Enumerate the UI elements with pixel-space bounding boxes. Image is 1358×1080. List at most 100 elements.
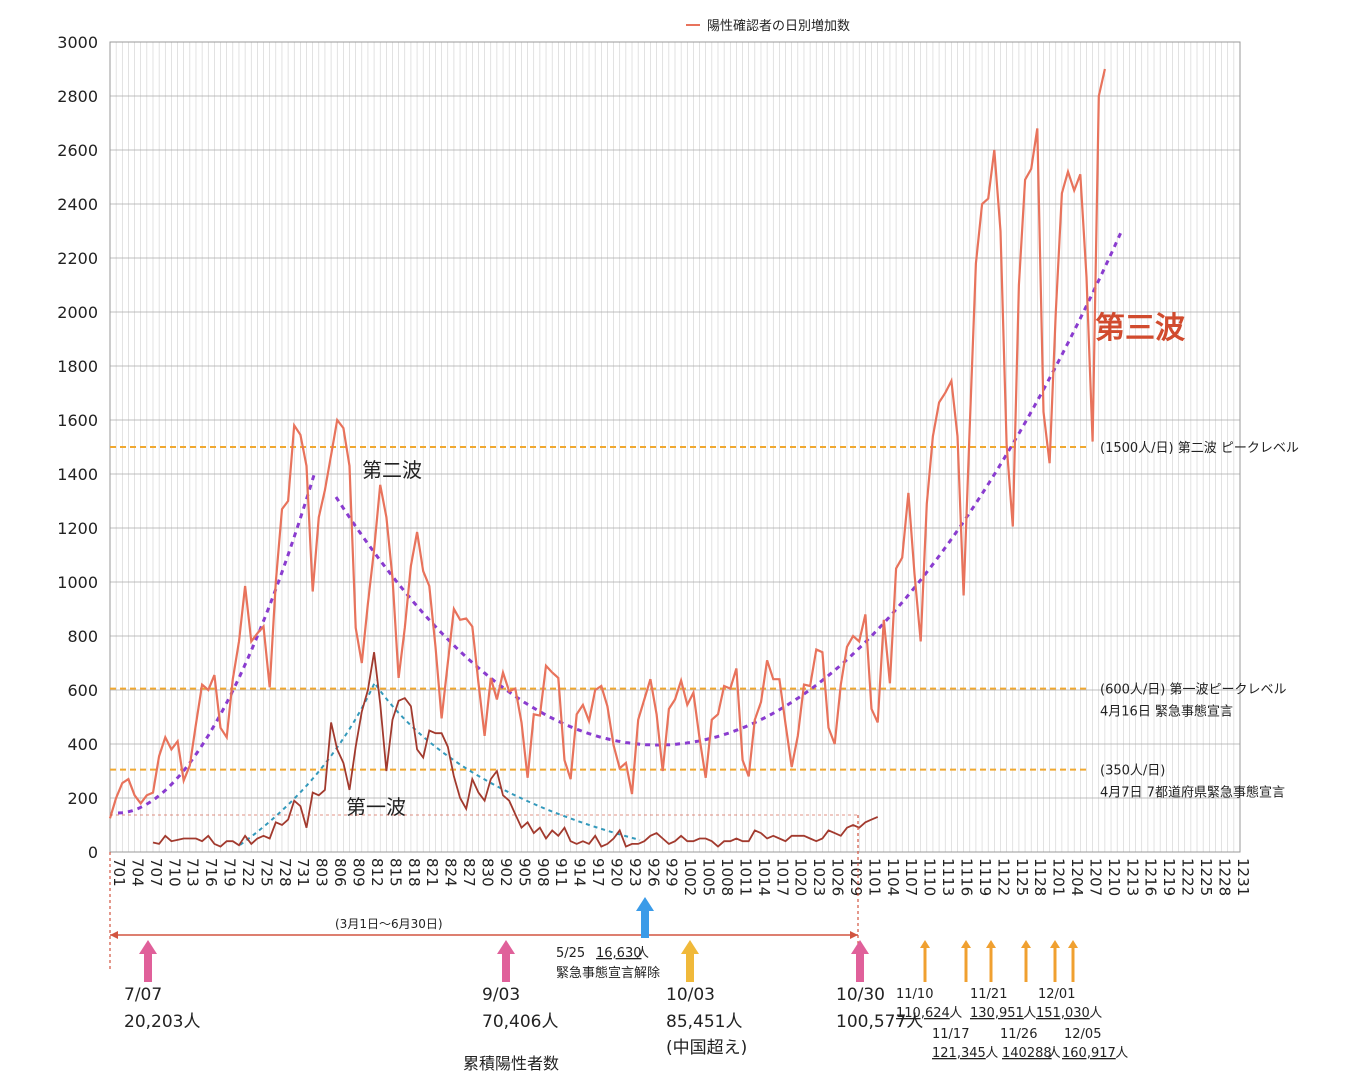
x-tick-label: 1201 [1050, 858, 1068, 896]
x-tick-label: 725 [257, 858, 275, 887]
milestone-count: 100,577人 [836, 1012, 923, 1032]
small-milestone-date: 11/21 [970, 987, 1007, 1002]
x-tick-label: 929 [663, 858, 681, 887]
y-tick-label: 3000 [57, 33, 98, 52]
small-milestone-date: 11/17 [932, 1027, 969, 1042]
y-tick-label: 2400 [57, 195, 98, 214]
x-tick-label: 809 [350, 858, 368, 887]
small-milestone-arrow [1021, 940, 1031, 982]
x-tick-label: 830 [478, 858, 496, 887]
small-milestone-count: 160,917 [1062, 1046, 1116, 1061]
x-tick-label: 1228 [1215, 858, 1233, 896]
x-axis: 701 704 707 710 713 716 719 722 725 728 731 803 806 8… [110, 858, 1252, 896]
milestone-arrow-shaft [502, 952, 510, 982]
x-tick-label: 1026 [829, 858, 847, 896]
small-milestone-arrow-head [986, 940, 996, 948]
y-tick-label: 1000 [57, 573, 98, 592]
x-tick-label: 1002 [681, 858, 699, 896]
milestone-count: 20,203人 [124, 1012, 200, 1032]
small-milestone-arrow [961, 940, 971, 982]
milestone-arrow-head [139, 940, 157, 954]
x-tick-label: 812 [368, 858, 386, 887]
y-tick-label: 0 [88, 843, 98, 862]
milestone-arrow-shaft [686, 952, 694, 982]
emergency-lift-arrow-shaft [641, 909, 649, 938]
y-tick-label: 1800 [57, 357, 98, 376]
bracket-arrow-left [110, 931, 118, 939]
y-tick-label: 1400 [57, 465, 98, 484]
x-tick-label: 803 [313, 858, 331, 887]
wave1-series-line [152, 652, 879, 848]
small-milestone-arrow [986, 940, 996, 982]
milestone-arrow-head [681, 940, 699, 954]
milestone-arrow-shaft [856, 952, 864, 982]
x-tick-label: 719 [221, 858, 239, 887]
emergency-lift-arrow-head [636, 897, 654, 911]
milestone-arrow-head [851, 940, 869, 954]
x-tick-label: 1008 [718, 858, 736, 896]
milestone-date: 10/03 [666, 985, 715, 1005]
x-tick-label: 1110 [921, 858, 939, 896]
reference-label: (600人/日) 第一波ピークレベル [1100, 683, 1286, 698]
x-tick-label: 827 [460, 858, 478, 887]
emergency-lift-arrow [636, 897, 654, 938]
x-tick-label: 704 [128, 858, 146, 887]
x-tick-label: 1213 [1123, 858, 1141, 896]
x-tick-label: 1029 [847, 858, 865, 896]
milestone-date: 9/03 [482, 985, 520, 1005]
y-tick-label: 600 [67, 681, 98, 700]
x-tick-label: 1128 [1031, 858, 1049, 896]
y-tick-label: 1200 [57, 519, 98, 538]
x-tick-label: 815 [386, 858, 404, 887]
x-tick-label: 1204 [1068, 858, 1086, 896]
x-tick-label: 1119 [976, 858, 994, 896]
x-tick-label: 1113 [939, 858, 957, 896]
reference-label-2: 4月7日 7都道府県緊急事態宣言 [1100, 785, 1285, 801]
x-tick-label: 914 [571, 858, 589, 887]
y-tick-label: 2000 [57, 303, 98, 322]
small-milestone-unit: 人 [1048, 1046, 1061, 1061]
milestone-date: 10/30 [836, 985, 885, 1005]
reference-lines: (1500人/日) 第二波 ピークレベル (600人/日) 第一波ピークレベル 4月… [110, 441, 1299, 801]
wave1-fall-trend [375, 684, 641, 841]
reference-label: (350人/日) [1100, 764, 1165, 779]
x-tick-label: 707 [147, 858, 165, 887]
x-tick-label: 1125 [1013, 858, 1031, 896]
emergency-unit: 人 [636, 946, 649, 961]
x-tick-label: 728 [276, 858, 294, 887]
y-tick-label: 2200 [57, 249, 98, 268]
wave3-label: 第三波 [1095, 311, 1186, 346]
milestone-arrow [497, 940, 515, 982]
emergency-date: 5/25 [556, 946, 585, 961]
y-tick-label: 1600 [57, 411, 98, 430]
x-tick-label: 908 [534, 858, 552, 887]
small-milestone-arrow-head [1068, 940, 1078, 948]
legend: 陽性確認者の日別増加数 [686, 18, 850, 34]
period-label: (3月1日～6月30日) [335, 917, 443, 931]
x-tick-label: 1017 [773, 858, 791, 896]
milestones: 7/07 20,203人 9/03 70,406人 10/03 85,451人 (中国超え)… [124, 985, 923, 1058]
milestone-arrow-shaft [144, 952, 152, 982]
y-tick-label: 2800 [57, 87, 98, 106]
small-milestone-count: 151,030 [1036, 1006, 1090, 1021]
small-milestone-count: 140288 [1002, 1046, 1052, 1061]
x-tick-label: 1207 [1086, 858, 1104, 896]
x-tick-label: 920 [607, 858, 625, 887]
small-milestone-date: 12/05 [1064, 1027, 1101, 1042]
x-tick-label: 731 [294, 858, 312, 887]
x-tick-label: 1219 [1160, 858, 1178, 896]
small-milestone-date: 11/10 [896, 987, 933, 1002]
wave2-label: 第二波 [362, 458, 422, 482]
trend-lines [117, 229, 1124, 846]
x-tick-label: 926 [644, 858, 662, 887]
x-tick-label: 1122 [994, 858, 1012, 896]
small-milestone-arrow-head [1050, 940, 1060, 948]
small-milestone-arrow [920, 940, 930, 982]
x-tick-label: 1231 [1234, 858, 1252, 896]
small-milestone-unit: 人 [1023, 1006, 1036, 1021]
cumulative-label: 累積陽性者数 [463, 1054, 559, 1073]
emergency-text: 緊急事態宣言解除 [556, 965, 660, 981]
x-tick-label: 1014 [755, 858, 773, 896]
wave1-rise-trend [239, 679, 377, 846]
